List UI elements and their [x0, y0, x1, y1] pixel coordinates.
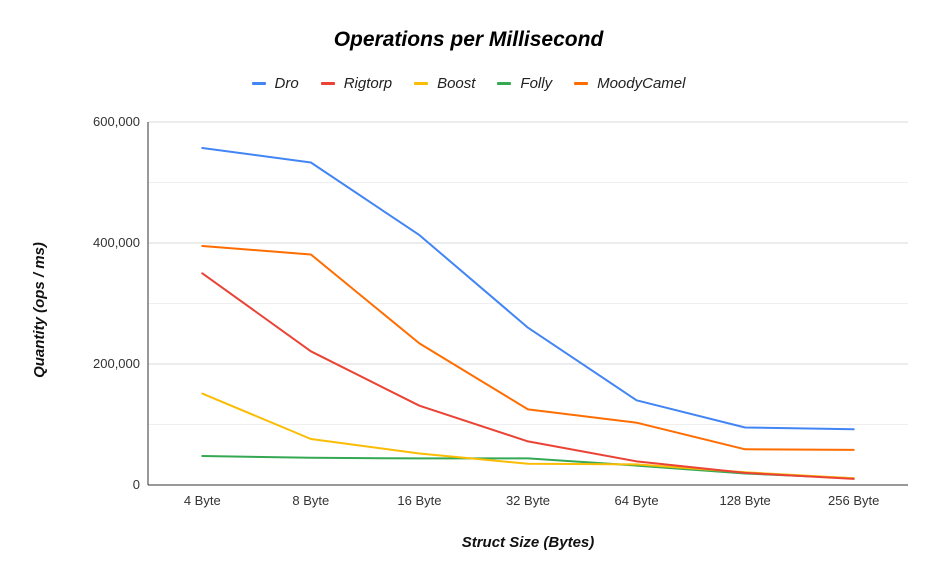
- chart-title: Operations per Millisecond: [333, 28, 604, 51]
- y-tick-label: 0: [133, 477, 140, 492]
- legend-swatch: [414, 82, 429, 85]
- legend-label: Dro: [274, 75, 299, 92]
- legend-item-dro[interactable]: Dro: [251, 75, 299, 92]
- series-line-dro[interactable]: [201, 147, 855, 431]
- legend-item-moodycamel[interactable]: MoodyCamel: [574, 75, 685, 92]
- legend-swatch: [497, 82, 512, 85]
- series-line-folly[interactable]: [201, 455, 855, 480]
- x-tick-label: 128 Byte: [719, 493, 770, 508]
- chart-legend: Dro Rigtorp Boost Folly MoodyCamel: [0, 75, 937, 92]
- legend-label: Rigtorp: [343, 75, 393, 92]
- x-tick-label: 4 Byte: [184, 493, 221, 508]
- x-tick-label: 32 Byte: [506, 493, 550, 508]
- gridlines: [148, 121, 908, 425]
- axes: 0 200,000 400,000 600,000 4 Byte 8 Byte 16 Byt…: [93, 114, 908, 508]
- legend-swatch: [251, 82, 266, 85]
- legend-swatch: [320, 82, 335, 85]
- legend-label: MoodyCamel: [597, 75, 686, 92]
- series-lines: [201, 147, 855, 480]
- x-axis-title: Struct Size (Bytes): [462, 534, 595, 551]
- legend-label: Folly: [520, 75, 553, 92]
- y-tick-label: 600,000: [93, 114, 140, 129]
- legend-item-folly[interactable]: Folly: [497, 75, 552, 92]
- legend-item-boost[interactable]: Boost: [414, 75, 475, 92]
- series-line-rigtorp[interactable]: [201, 272, 855, 480]
- series-line-boost[interactable]: [201, 392, 855, 480]
- series-line-moodycamel[interactable]: [201, 245, 855, 451]
- y-tick-label: 200,000: [93, 356, 140, 371]
- legend-item-rigtorp[interactable]: Rigtorp: [320, 75, 393, 92]
- x-tick-label: 8 Byte: [292, 493, 329, 508]
- legend-swatch: [574, 82, 589, 85]
- y-axis-title: Quantity (ops / ms): [31, 242, 48, 378]
- legend-label: Boost: [437, 75, 476, 92]
- x-tick-label: 64 Byte: [615, 493, 659, 508]
- y-tick-label: 400,000: [93, 235, 140, 250]
- x-tick-label: 256 Byte: [828, 493, 879, 508]
- x-tick-label: 16 Byte: [397, 493, 441, 508]
